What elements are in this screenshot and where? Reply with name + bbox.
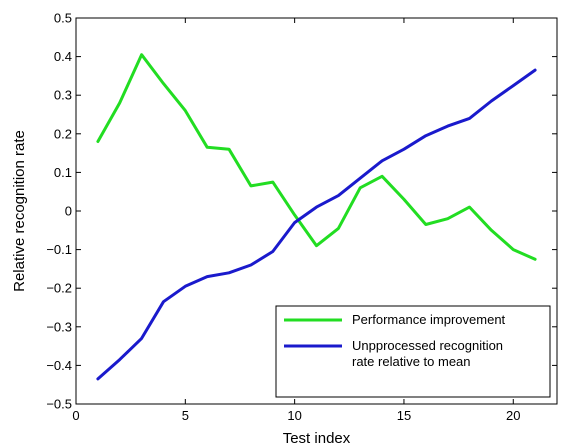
legend: Performance improvement Unpprocessed reco… xyxy=(276,306,550,397)
legend-label-2: Unpprocessed recognition xyxy=(352,338,503,353)
x-tick-label: 5 xyxy=(182,408,189,423)
legend-label-1: Performance improvement xyxy=(352,312,506,327)
y-tick-label: 0.4 xyxy=(54,49,72,64)
y-tick-label: 0.2 xyxy=(54,126,72,141)
legend-label-2: rate relative to mean xyxy=(352,354,471,369)
x-tick-label: 0 xyxy=(72,408,79,423)
y-tick-label: −0.5 xyxy=(46,397,72,412)
y-tick-label: −0.1 xyxy=(46,242,72,257)
y-axis-label: Relative recognition rate xyxy=(11,130,28,292)
y-tick-label: 0 xyxy=(65,204,72,219)
y-tick-label: −0.4 xyxy=(46,358,72,373)
x-tick-label: 15 xyxy=(397,408,411,423)
y-tick-label: −0.2 xyxy=(46,281,72,296)
y-tick-label: 0.3 xyxy=(54,88,72,103)
x-tick-label: 20 xyxy=(506,408,520,423)
x-axis-label: Test index xyxy=(283,430,351,447)
y-tick-label: 0.1 xyxy=(54,165,72,180)
x-tick-label: 10 xyxy=(287,408,301,423)
y-tick-label: −0.3 xyxy=(46,319,72,334)
y-tick-label: 0.5 xyxy=(54,11,72,26)
